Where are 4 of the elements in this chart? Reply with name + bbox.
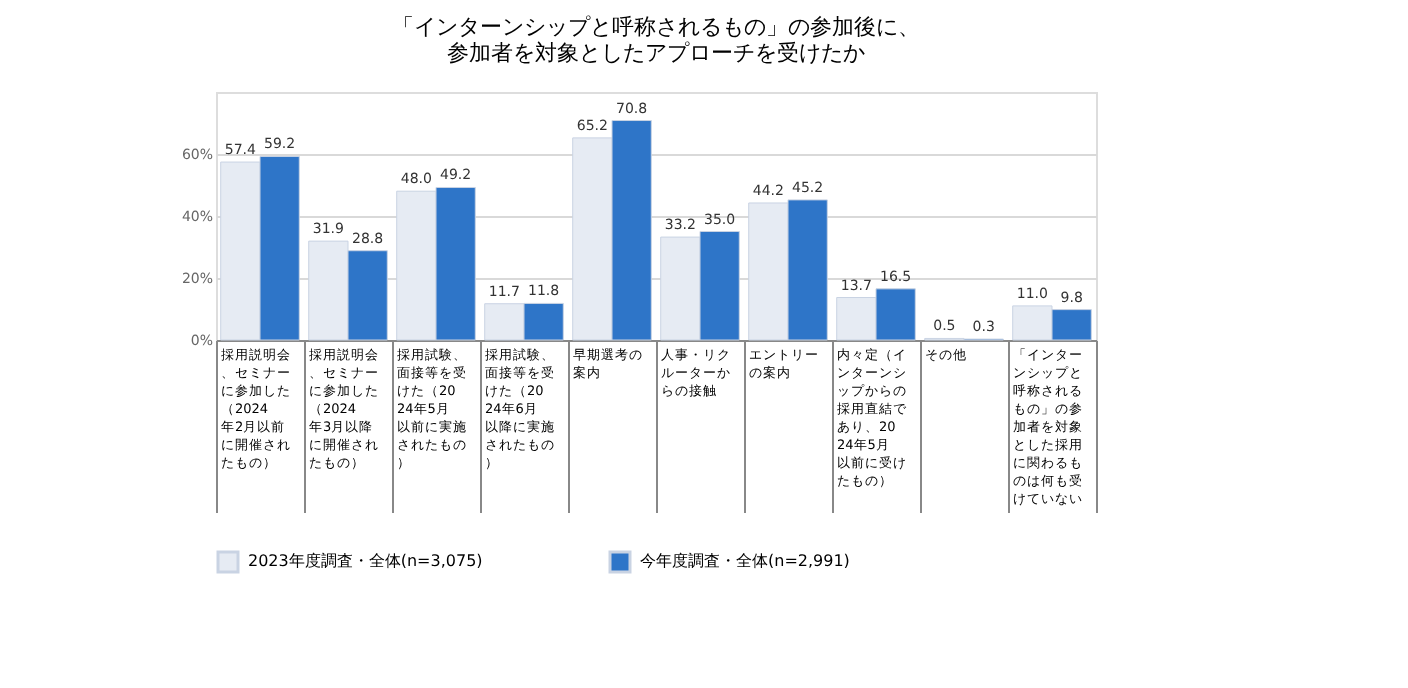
text: 「インターンシップと呼称されるもの」の参加後に、 bbox=[392, 14, 920, 40]
legend-label: 今年度調査・全体(n=2,991) bbox=[640, 552, 850, 570]
text: 参加者を対象としたアプローチを受けたか bbox=[447, 40, 865, 66]
legend-label: 2023年度調査・全体(n=3,075) bbox=[248, 552, 483, 570]
